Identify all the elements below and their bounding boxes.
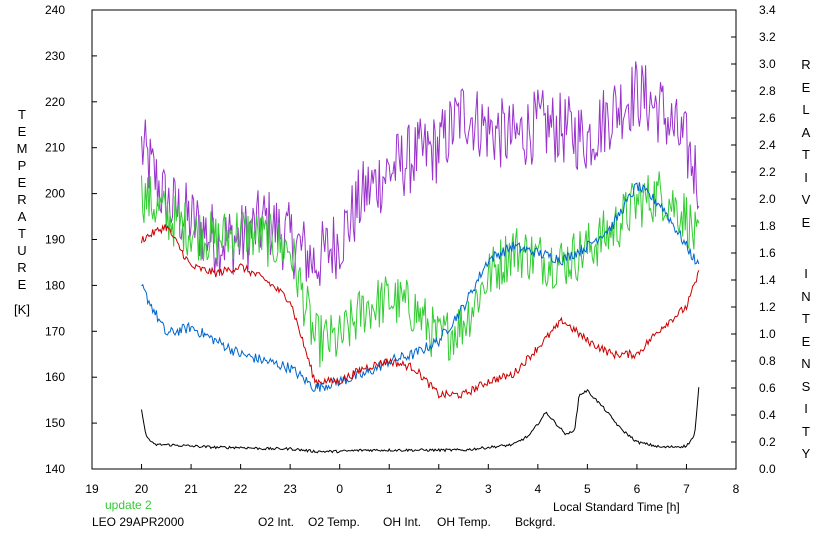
legend-oh-int: OH Int. (383, 515, 422, 529)
legend-o2-int: O2 Int. (258, 515, 295, 529)
right-tick-label: 0.8 (759, 354, 776, 368)
right-tick-label: 2.2 (759, 165, 776, 179)
series-layer (141, 61, 700, 454)
right-tick-label: 2.8 (759, 84, 776, 98)
legend-bckgrd: Bckgrd. (515, 515, 556, 529)
series-line-oh-int (141, 224, 700, 399)
series-line-o2-temp (141, 61, 700, 286)
left-tick-label: 210 (45, 141, 65, 155)
left-axis-unit: [K] (14, 302, 30, 317)
right-tick-label: 1.2 (759, 300, 776, 314)
left-tick-label: 140 (45, 462, 65, 476)
left-tick-label: 200 (45, 187, 65, 201)
right-tick-label: 2.6 (759, 111, 776, 125)
left-tick-label: 170 (45, 324, 65, 338)
x-tick-label: 22 (234, 482, 248, 496)
x-tick-label: 5 (584, 482, 591, 496)
site-date-label: LEO 29APR2000 (92, 515, 185, 529)
x-tick-label: 8 (733, 482, 740, 496)
x-tick-label: 1 (386, 482, 393, 496)
right-tick-label: 1.6 (759, 246, 776, 260)
x-tick-label: 7 (683, 482, 690, 496)
right-tick-label: 0.2 (759, 435, 776, 449)
right-tick-label: 1.0 (759, 327, 776, 341)
legend-o2-temp: O2 Temp. (308, 515, 360, 529)
right-tick-label: 0.6 (759, 381, 776, 395)
right-tick-label: 0.0 (759, 462, 776, 476)
x-tick-label: 2 (435, 482, 442, 496)
left-tick-label: 180 (45, 278, 65, 292)
x-tick-label: 4 (535, 482, 542, 496)
series-line-o2-int (141, 182, 700, 393)
left-axis-ticks: 140 150 160 170 180 190 200 210 220 230 240 (45, 3, 97, 476)
x-tick-label: 21 (184, 482, 198, 496)
series-line-bckgrd (141, 387, 700, 454)
right-tick-label: 3.4 (759, 3, 776, 17)
right-tick-label: 2.0 (759, 192, 776, 206)
update-note: update 2 (105, 498, 152, 512)
left-tick-label: 160 (45, 370, 65, 384)
x-tick-label: 23 (283, 482, 297, 496)
right-tick-label: 0.4 (759, 408, 776, 422)
legend-oh-temp: OH Temp. (437, 515, 491, 529)
left-tick-label: 230 (45, 49, 65, 63)
right-tick-label: 1.4 (759, 273, 776, 287)
right-axis-ticks: 0.0 0.2 0.4 0.6 0.8 1.0 1.2 1.4 1.6 1.8 2.0 2.2 2.4 2… (731, 3, 776, 476)
x-tick-label: 20 (135, 482, 149, 496)
x-axis-ticks: 19 20 21 22 23 0 1 2 3 4 5 6 7 8 (85, 464, 740, 496)
right-tick-label: 1.8 (759, 219, 776, 233)
x-tick-label: 3 (485, 482, 492, 496)
x-tick-label: 0 (336, 482, 343, 496)
right-tick-label: 3.0 (759, 57, 776, 71)
x-axis-label: Local Standard Time [h] (553, 500, 680, 514)
right-tick-label: 2.4 (759, 138, 776, 152)
left-tick-label: 150 (45, 416, 65, 430)
x-tick-label: 19 (85, 482, 99, 496)
right-tick-label: 3.2 (759, 30, 776, 44)
left-tick-label: 190 (45, 233, 65, 247)
series-line-oh-temp (141, 171, 700, 368)
x-tick-label: 6 (634, 482, 641, 496)
left-tick-label: 240 (45, 3, 65, 17)
left-tick-label: 220 (45, 95, 65, 109)
